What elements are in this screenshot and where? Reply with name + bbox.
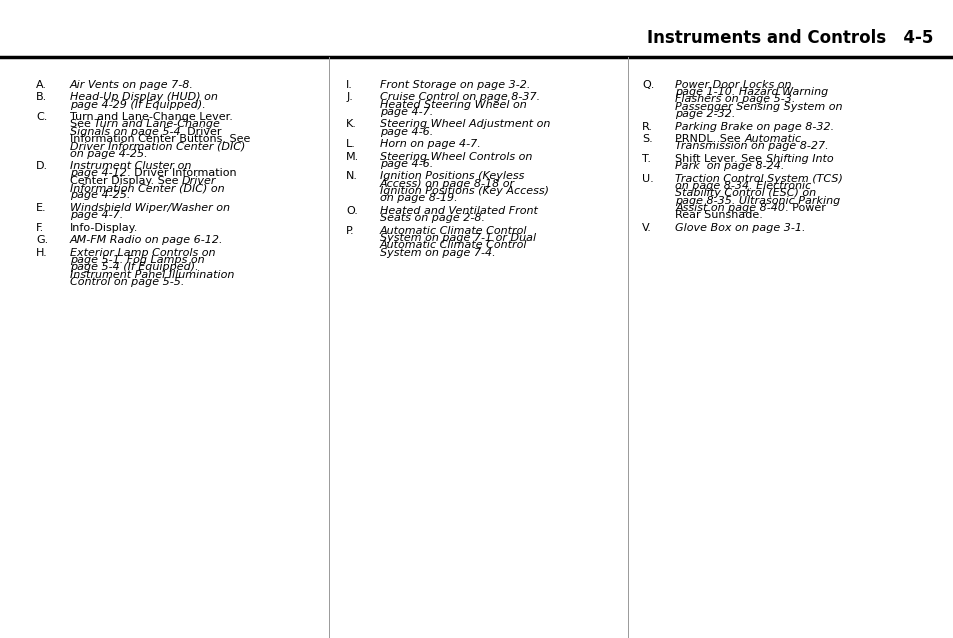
Text: Head-Up Display (HUD) on: Head-Up Display (HUD) on: [70, 93, 217, 102]
Text: System on page 7-4.: System on page 7-4.: [379, 248, 495, 258]
Text: Automatic Climate Control: Automatic Climate Control: [379, 241, 527, 250]
Text: page 5-1. Fog Lamps on: page 5-1. Fog Lamps on: [70, 255, 204, 265]
Text: Glove Box on page 3-1.: Glove Box on page 3-1.: [675, 223, 805, 233]
Text: Transmission on page 8-27.: Transmission on page 8-27.: [675, 141, 828, 151]
Text: Driver Information Center (DIC): Driver Information Center (DIC): [70, 142, 245, 151]
Text: Information Center (DIC) on: Information Center (DIC) on: [70, 183, 224, 193]
Text: AM-FM Radio on page 6-12.: AM-FM Radio on page 6-12.: [70, 235, 223, 245]
Text: Center Display. See: Center Display. See: [70, 176, 181, 186]
Text: Steering Wheel Adjustment on: Steering Wheel Adjustment on: [379, 119, 550, 130]
Text: Seats on page 2-8.: Seats on page 2-8.: [379, 213, 484, 223]
Text: page 5-4 (If Equipped).: page 5-4 (If Equipped).: [70, 262, 198, 272]
Text: Information Center Buttons. See: Information Center Buttons. See: [70, 134, 250, 144]
Text: Heated and Ventilated Front: Heated and Ventilated Front: [379, 205, 537, 216]
Text: Traction Control System (TCS): Traction Control System (TCS): [675, 174, 842, 184]
Text: Heated Steering Wheel on: Heated Steering Wheel on: [379, 100, 526, 110]
Text: Stability Control (ESC) on: Stability Control (ESC) on: [675, 188, 816, 198]
Text: . Driver: . Driver: [180, 127, 221, 137]
Text: Air Vents on page 7-8.: Air Vents on page 7-8.: [70, 80, 193, 90]
Text: Turn and Lane-Change Lever.: Turn and Lane-Change Lever.: [70, 112, 233, 122]
Text: Windshield Wiper/Washer on: Windshield Wiper/Washer on: [70, 203, 230, 213]
Text: M.: M.: [346, 152, 359, 161]
Text: H.: H.: [36, 248, 48, 258]
Text: Assist on page 8-40: Assist on page 8-40: [675, 203, 784, 213]
Text: PRNDL. See: PRNDL. See: [675, 134, 743, 144]
Text: Cruise Control on page 8-37.: Cruise Control on page 8-37.: [379, 93, 539, 102]
Text: Flashers on page 5-3.: Flashers on page 5-3.: [675, 94, 795, 105]
Text: on page 4-25.: on page 4-25.: [70, 149, 147, 159]
Text: Driver: Driver: [181, 176, 216, 186]
Text: Rear Sunshade.: Rear Sunshade.: [675, 211, 762, 220]
Text: Exterior Lamp Controls on: Exterior Lamp Controls on: [70, 248, 215, 258]
Text: T.: T.: [641, 154, 650, 164]
Text: V.: V.: [641, 223, 651, 233]
Text: page 4-7.: page 4-7.: [70, 210, 123, 220]
Text: Parking Brake on page 8-32.: Parking Brake on page 8-32.: [675, 121, 834, 131]
Text: System on page 7-1 or Dual: System on page 7-1 or Dual: [379, 233, 536, 243]
Text: A.: A.: [36, 80, 48, 90]
Text: page 4-6.: page 4-6.: [379, 159, 433, 169]
Text: Control on page 5-5.: Control on page 5-5.: [70, 277, 184, 287]
Text: Passenger Sensing System on: Passenger Sensing System on: [675, 101, 842, 112]
Text: page 2-32.: page 2-32.: [675, 109, 735, 119]
Text: Info-Display.: Info-Display.: [70, 223, 138, 233]
Text: E.: E.: [36, 203, 47, 213]
Text: G.: G.: [36, 235, 49, 245]
Text: Automatic: Automatic: [743, 134, 801, 144]
Text: page 8-35. Ultrasonic Parking: page 8-35. Ultrasonic Parking: [675, 195, 840, 205]
Text: Q.: Q.: [641, 80, 654, 90]
Text: Park  on page 8-24.: Park on page 8-24.: [675, 161, 784, 171]
Text: page 4-12: page 4-12: [70, 168, 127, 179]
Text: Instruments and Controls   4-5: Instruments and Controls 4-5: [646, 29, 932, 47]
Text: page 4-6.: page 4-6.: [379, 126, 433, 137]
Text: Front Storage on page 3-2.: Front Storage on page 3-2.: [379, 80, 530, 90]
Text: L.: L.: [346, 139, 355, 149]
Text: Turn and Lane-Change: Turn and Lane-Change: [94, 119, 219, 130]
Text: Automatic Climate Control: Automatic Climate Control: [379, 226, 527, 235]
Text: . Power: . Power: [784, 203, 825, 213]
Text: Instrument Cluster on: Instrument Cluster on: [70, 161, 191, 171]
Text: F.: F.: [36, 223, 45, 233]
Text: S.: S.: [641, 134, 652, 144]
Text: C.: C.: [36, 112, 48, 122]
Text: P.: P.: [346, 226, 355, 235]
Text: Steering Wheel Controls on: Steering Wheel Controls on: [379, 152, 532, 161]
Text: R.: R.: [641, 121, 653, 131]
Text: J.: J.: [346, 93, 353, 102]
Text: Ignition Positions (Keyless: Ignition Positions (Keyless: [379, 172, 523, 181]
Text: I.: I.: [346, 80, 353, 90]
Text: Signals on page 5-4: Signals on page 5-4: [70, 127, 180, 137]
Text: on page 8-19.: on page 8-19.: [379, 193, 456, 204]
Text: Shifting Into: Shifting Into: [765, 154, 833, 164]
Text: See: See: [70, 119, 94, 130]
Text: page 4-25.: page 4-25.: [70, 190, 130, 200]
Text: Power Door Locks on: Power Door Locks on: [675, 80, 791, 90]
Text: on page 8-34. Electronic: on page 8-34. Electronic: [675, 181, 811, 191]
Text: page 1-10. Hazard Warning: page 1-10. Hazard Warning: [675, 87, 828, 97]
Text: O.: O.: [346, 205, 357, 216]
Text: Ignition Positions (Key Access): Ignition Positions (Key Access): [379, 186, 548, 196]
Text: Access) on page 8-18 or: Access) on page 8-18 or: [379, 179, 515, 189]
Text: D.: D.: [36, 161, 49, 171]
Text: page 4-29 (If Equipped).: page 4-29 (If Equipped).: [70, 100, 205, 110]
Text: . Driver Information: . Driver Information: [127, 168, 236, 179]
Text: K.: K.: [346, 119, 356, 130]
Text: N.: N.: [346, 172, 358, 181]
Text: Shift Lever. See: Shift Lever. See: [675, 154, 765, 164]
Text: Instrument Panel Illumination: Instrument Panel Illumination: [70, 269, 233, 279]
Text: U.: U.: [641, 174, 653, 184]
Text: B.: B.: [36, 93, 48, 102]
Text: Horn on page 4-7.: Horn on page 4-7.: [379, 139, 480, 149]
Text: page 4-7.: page 4-7.: [379, 107, 433, 117]
